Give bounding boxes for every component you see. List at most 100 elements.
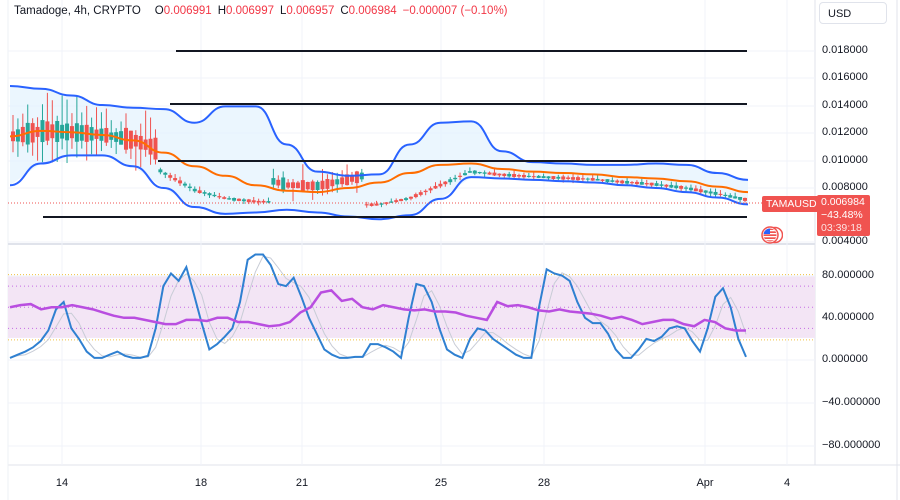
candle-body bbox=[693, 188, 698, 192]
candle-body bbox=[723, 194, 728, 196]
candle-body bbox=[123, 127, 128, 150]
oscillator-axis-label: 80.000000 bbox=[822, 269, 874, 281]
candle-body bbox=[428, 188, 433, 191]
candle-body bbox=[674, 185, 679, 189]
candle-body bbox=[182, 183, 187, 186]
candle-body bbox=[340, 177, 345, 185]
candle-body bbox=[241, 199, 246, 202]
candle-body bbox=[610, 180, 615, 182]
last-price: 0.006984 bbox=[821, 196, 865, 208]
candle-body bbox=[590, 178, 595, 181]
candle-body bbox=[349, 175, 354, 182]
candle-body bbox=[192, 188, 197, 192]
candle-body bbox=[423, 190, 428, 193]
candle-body bbox=[408, 196, 413, 199]
candle-body bbox=[472, 170, 477, 174]
candle-body bbox=[261, 200, 266, 203]
candle-body bbox=[521, 174, 526, 178]
candle-body bbox=[654, 183, 659, 186]
candle-body bbox=[688, 187, 693, 191]
candle-body bbox=[546, 176, 551, 179]
candle-body bbox=[556, 176, 561, 179]
candle-body bbox=[684, 187, 689, 189]
price-axis-label: 0.018000 bbox=[822, 44, 868, 56]
candle-body bbox=[664, 184, 669, 187]
change-value: −0.000007 (−0.10%) bbox=[402, 5, 508, 17]
candle-body bbox=[364, 204, 369, 206]
rsi-line bbox=[9, 289, 746, 332]
candle-body bbox=[227, 198, 232, 200]
candle-body bbox=[571, 177, 576, 180]
candle-body bbox=[644, 183, 649, 185]
candle-body bbox=[575, 177, 580, 181]
candle-body bbox=[462, 173, 467, 176]
candle-body bbox=[168, 175, 173, 178]
time-axis-label: 4 bbox=[783, 477, 791, 489]
candle-body bbox=[379, 203, 384, 205]
candle-body bbox=[217, 196, 222, 198]
us-flag-icon[interactable] bbox=[761, 225, 783, 245]
candle-body bbox=[325, 179, 330, 189]
candle-body bbox=[502, 173, 507, 176]
candle-body bbox=[659, 184, 664, 186]
candle-body bbox=[399, 199, 404, 202]
candle-body bbox=[713, 191, 718, 195]
candle-body bbox=[266, 201, 271, 203]
stoch-k-line bbox=[9, 253, 747, 360]
candle-body bbox=[30, 123, 35, 143]
candle-body bbox=[153, 137, 158, 160]
candle-body bbox=[232, 198, 237, 201]
currency-button[interactable]: USD bbox=[819, 2, 887, 24]
candle-body bbox=[595, 178, 600, 181]
candle-body bbox=[271, 178, 276, 185]
candle-body bbox=[634, 181, 639, 185]
last-price-tag: 0.006984 −43.48% 03:39:18 bbox=[817, 195, 870, 236]
candle-body bbox=[477, 171, 482, 174]
candle-body bbox=[482, 172, 487, 174]
candle-body bbox=[630, 182, 635, 184]
candle-body bbox=[487, 172, 492, 175]
candle-body bbox=[600, 179, 605, 181]
bar-countdown: 03:39:18 bbox=[821, 222, 862, 234]
candle-body bbox=[536, 175, 541, 178]
candle-body bbox=[669, 184, 674, 188]
candle-body bbox=[394, 200, 399, 202]
candle-body bbox=[330, 179, 335, 187]
candle-body bbox=[418, 192, 423, 195]
oscillator-axis-label: 0.000000 bbox=[822, 353, 868, 365]
oscillator-axis-label: −80.000000 bbox=[822, 439, 881, 451]
candle-body bbox=[286, 182, 291, 188]
candle-body bbox=[708, 191, 713, 194]
bollinger-basis bbox=[9, 129, 749, 194]
candle-body bbox=[305, 182, 310, 190]
high-value: H 0.006997 bbox=[217, 5, 274, 17]
candle-body bbox=[585, 178, 590, 180]
candle-body bbox=[276, 179, 281, 186]
time-axis-label: 28 bbox=[537, 477, 551, 489]
candle-body bbox=[300, 180, 305, 191]
oscillator-axis-label: −40.000000 bbox=[822, 396, 881, 408]
candle-body bbox=[246, 199, 251, 203]
price-axis-label: 0.014000 bbox=[822, 99, 868, 111]
candle-body bbox=[163, 172, 168, 175]
candle-body bbox=[389, 201, 394, 203]
candle-body bbox=[173, 178, 178, 181]
candle-body bbox=[281, 177, 286, 191]
open-value: O 0.006991 bbox=[154, 5, 212, 17]
candle-body bbox=[315, 181, 320, 191]
candle-body bbox=[251, 200, 256, 203]
time-axis-label: 18 bbox=[194, 477, 208, 489]
candle-body bbox=[620, 180, 625, 184]
candle-body bbox=[433, 185, 438, 189]
candle-body bbox=[639, 182, 644, 185]
candle-body bbox=[236, 198, 241, 201]
time-axis-label: 25 bbox=[434, 477, 448, 489]
candle-body bbox=[728, 195, 733, 198]
candle-body bbox=[310, 181, 315, 191]
candle-body bbox=[551, 176, 556, 179]
symbol-title[interactable]: Tamadoge, 4h, CRYPTO bbox=[14, 5, 141, 17]
candle-body bbox=[561, 176, 566, 180]
